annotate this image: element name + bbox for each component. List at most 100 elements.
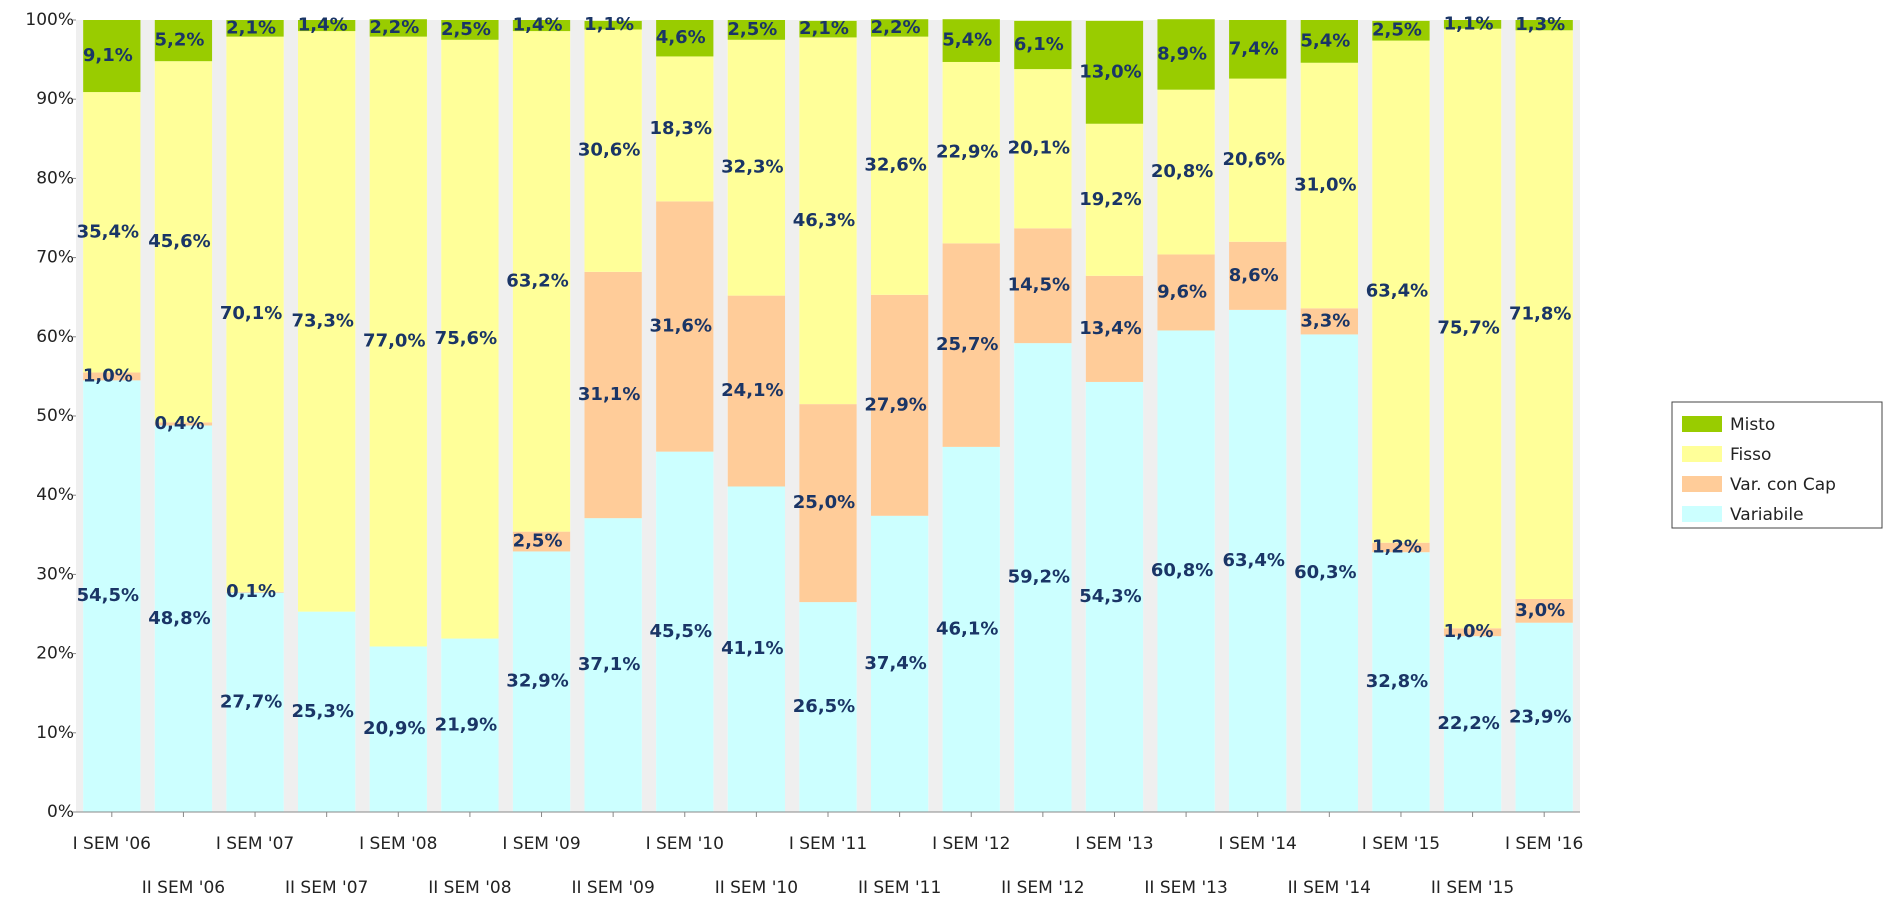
bar-segment (512, 31, 571, 532)
bar-segment (226, 592, 284, 812)
x-tick-label: II SEM '09 (571, 878, 654, 898)
bar-segment (226, 36, 284, 592)
bar-segment (154, 422, 213, 426)
bar-segment (799, 404, 857, 603)
value-label: 26,5% (793, 696, 855, 717)
x-tick-label: I SEM '12 (932, 834, 1010, 854)
bar-segment (1443, 28, 1502, 629)
bar-segment (1372, 542, 1430, 553)
bar-segment (226, 591, 284, 593)
value-label: 2,2% (369, 17, 419, 38)
value-label: 2,5% (727, 19, 777, 40)
bar-segment (1300, 62, 1358, 309)
bar-segment (1515, 20, 1573, 31)
bar-segment (83, 20, 141, 93)
value-label: 25,3% (291, 701, 353, 722)
bar-segment (656, 451, 714, 812)
bar-segment (1372, 40, 1430, 543)
bar-segment (942, 61, 1000, 244)
bar-segment (1443, 636, 1502, 812)
bar-segment (1300, 20, 1358, 63)
bar-segment (1085, 275, 1144, 382)
x-tick-label: II SEM '06 (142, 878, 225, 898)
bar-segment (441, 20, 499, 40)
bar-segment (441, 39, 499, 639)
value-label: 2,1% (799, 18, 849, 39)
bar-segment (1085, 381, 1144, 812)
bar-segment (512, 20, 571, 32)
bar-segment (1300, 334, 1358, 812)
bar-segment (1085, 20, 1144, 124)
bar-segment (727, 486, 786, 812)
value-label: 1,4% (298, 15, 348, 36)
bar-segment (1085, 123, 1144, 276)
bar-segment (1014, 69, 1072, 229)
x-tick-label: I SEM '11 (789, 834, 867, 854)
bar-segment (369, 36, 427, 647)
value-label: 37,1% (578, 654, 640, 675)
value-label: 2,1% (226, 17, 276, 38)
bar-segment (1229, 241, 1287, 310)
bar-segment (1229, 78, 1287, 242)
bar-segment (942, 446, 1000, 812)
bar-segment (512, 531, 571, 552)
value-label: 18,3% (650, 118, 712, 139)
value-label: 46,3% (793, 210, 855, 231)
value-label: 20,1% (1008, 138, 1070, 159)
bar-segment (1515, 30, 1573, 599)
x-tick-label: I SEM '13 (1075, 834, 1153, 854)
y-tick-label: 100% (25, 10, 74, 30)
x-tick-label: II SEM '12 (1001, 878, 1084, 898)
value-label: 4,6% (656, 27, 706, 48)
value-label: 22,9% (936, 142, 998, 163)
bar-segment (1157, 89, 1215, 255)
bar-segment (1157, 19, 1215, 90)
value-label: 73,3% (291, 310, 353, 331)
x-tick-label: II SEM '10 (715, 878, 798, 898)
bar-segment (441, 638, 499, 812)
value-label: 5,2% (154, 30, 204, 51)
x-tick-label: II SEM '11 (858, 878, 941, 898)
bar-segment (799, 20, 857, 38)
bar-segment (154, 61, 213, 423)
value-label: 31,0% (1294, 175, 1356, 196)
value-label: 1,2% (1372, 536, 1422, 557)
value-label: 2,2% (871, 17, 921, 38)
value-label: 0,1% (226, 581, 276, 602)
value-label: 5,4% (942, 30, 992, 51)
value-label: 3,3% (1300, 310, 1350, 331)
value-label: 37,4% (864, 653, 926, 674)
bar-segment (1443, 20, 1502, 29)
value-label: 1,4% (513, 15, 563, 36)
bar-segment (799, 37, 857, 405)
bar-segment (1157, 330, 1215, 812)
bar-segment (584, 271, 642, 519)
value-label: 2,5% (513, 531, 563, 552)
value-label: 30,6% (578, 140, 640, 161)
bar-segment (1014, 343, 1072, 812)
value-label: 54,3% (1079, 586, 1141, 607)
value-label: 32,8% (1366, 671, 1428, 692)
value-label: 20,8% (1151, 161, 1213, 182)
value-label: 46,1% (936, 618, 998, 639)
value-label: 22,2% (1437, 713, 1499, 734)
value-label: 35,4% (77, 221, 139, 242)
bar-segment (942, 19, 1000, 62)
x-tick-label: I SEM '09 (502, 834, 580, 854)
bar-segment (1229, 20, 1287, 79)
value-label: 60,3% (1294, 562, 1356, 583)
value-label: 59,2% (1008, 567, 1070, 588)
value-label: 3,0% (1515, 600, 1565, 621)
bar-segment (1372, 552, 1430, 812)
bar-segment (1443, 628, 1502, 637)
bar-segment (1157, 254, 1215, 331)
bar-segment (584, 518, 642, 812)
bar-segment (1014, 228, 1072, 344)
value-label: 75,6% (435, 328, 497, 349)
value-label: 8,6% (1229, 265, 1279, 286)
value-label: 1,3% (1515, 14, 1565, 35)
bar-segment (369, 646, 427, 812)
bar-segment (656, 56, 714, 202)
value-label: 8,9% (1157, 43, 1207, 64)
y-tick-label: 80% (36, 168, 74, 188)
